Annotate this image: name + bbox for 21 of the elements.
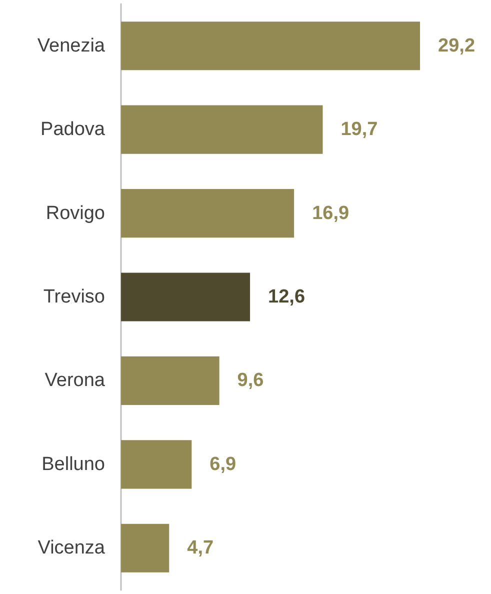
bar [121,189,294,238]
bar [121,356,220,405]
data-label: 16,9 [312,202,350,224]
y-tick-label: Venezia [37,35,106,56]
y-tick-label: Rovigo [46,202,105,224]
y-tick-label: Verona [44,370,106,392]
y-tick-label: Treviso [43,286,105,308]
bar [121,440,192,489]
bar [121,272,250,322]
y-tick-label: Belluno [42,454,105,475]
bar [121,22,420,70]
bar [121,105,323,154]
bar [121,524,170,572]
data-label: 9,6 [237,370,264,392]
data-label: 6,9 [210,454,236,475]
data-label: 19,7 [340,119,378,140]
data-label: 12,6 [268,286,306,308]
data-label: 4,7 [187,538,214,559]
y-tick-label: Padova [40,119,106,140]
y-tick-label: Vicenza [38,538,106,559]
data-label: 29,2 [438,35,476,56]
